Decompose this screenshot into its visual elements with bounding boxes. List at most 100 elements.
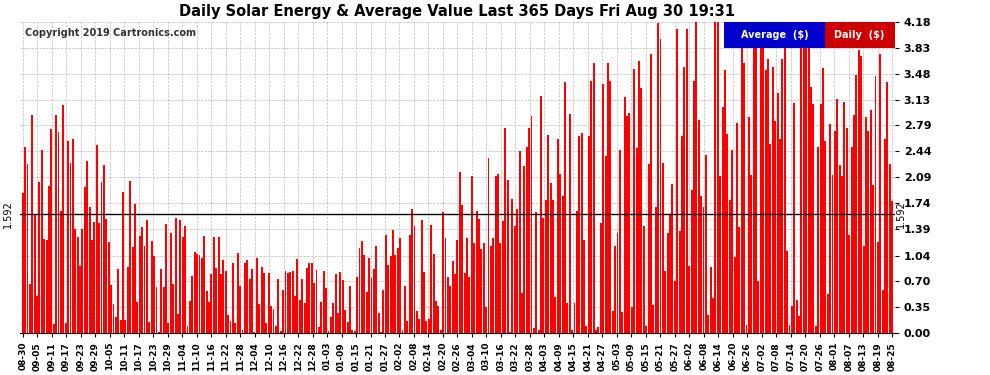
Bar (433, 254, 435, 333)
Bar (390, 256, 391, 333)
Bar (32, 115, 34, 333)
Bar (397, 248, 399, 333)
Bar (607, 63, 609, 333)
Bar (524, 166, 526, 333)
Bar (380, 332, 382, 333)
Bar (556, 139, 558, 333)
Bar (196, 254, 198, 333)
Bar (456, 240, 458, 333)
Bar (414, 226, 416, 333)
Bar (440, 330, 442, 333)
Bar (638, 61, 640, 333)
Bar (641, 88, 643, 333)
Bar (595, 330, 597, 333)
Bar (750, 175, 752, 333)
Bar (734, 256, 736, 333)
Bar (267, 273, 269, 333)
Bar (536, 212, 538, 333)
Bar (373, 269, 375, 333)
Bar (446, 277, 448, 333)
Bar (105, 219, 107, 333)
Bar (253, 332, 255, 333)
Bar (459, 172, 460, 333)
Bar (487, 158, 489, 333)
Bar (798, 316, 800, 333)
Bar (588, 136, 590, 333)
Bar (299, 300, 301, 333)
Bar (485, 308, 487, 333)
Bar (666, 232, 668, 333)
Bar (475, 211, 477, 333)
Bar (284, 271, 286, 333)
Bar (468, 277, 470, 333)
Bar (791, 306, 793, 333)
Text: Average  ($): Average ($) (741, 30, 808, 40)
Bar (353, 330, 355, 333)
Text: Daily  ($): Daily ($) (835, 30, 885, 40)
Bar (404, 286, 406, 333)
Bar (277, 279, 279, 333)
Bar (265, 322, 267, 333)
Bar (870, 110, 871, 333)
Bar (647, 164, 649, 333)
Bar (793, 103, 795, 333)
Bar (167, 323, 169, 333)
Bar (89, 207, 90, 333)
Bar (340, 272, 342, 333)
Bar (593, 63, 595, 333)
Bar (368, 258, 370, 333)
Bar (39, 183, 41, 333)
Bar (634, 69, 636, 333)
Bar (569, 114, 570, 333)
Bar (144, 246, 146, 333)
Bar (270, 306, 272, 333)
Bar (27, 164, 29, 333)
Bar (762, 22, 764, 333)
Bar (679, 231, 680, 333)
Bar (435, 301, 437, 333)
Bar (683, 67, 685, 333)
Bar (86, 161, 88, 333)
Bar (170, 233, 171, 333)
Bar (301, 279, 303, 333)
Bar (463, 273, 465, 333)
Bar (786, 251, 788, 333)
Bar (365, 292, 367, 333)
Bar (194, 252, 196, 333)
Bar (480, 249, 482, 333)
Bar (337, 313, 339, 333)
Bar (125, 320, 127, 333)
Bar (652, 304, 654, 333)
Bar (855, 75, 857, 333)
Bar (578, 136, 580, 333)
Bar (242, 330, 244, 333)
Bar (438, 306, 440, 333)
Bar (736, 123, 738, 333)
Bar (130, 182, 131, 333)
Bar (698, 120, 700, 333)
Bar (739, 226, 741, 333)
Bar (801, 24, 803, 333)
Bar (356, 278, 358, 333)
Bar (686, 29, 688, 333)
Text: Copyright 2019 Cartronics.com: Copyright 2019 Cartronics.com (25, 28, 196, 38)
Bar (705, 155, 707, 333)
Bar (177, 314, 179, 333)
Bar (848, 235, 850, 333)
Bar (110, 285, 112, 333)
Bar (108, 242, 110, 333)
Bar (385, 235, 387, 333)
Bar (877, 242, 879, 333)
Bar (695, 22, 697, 333)
Bar (561, 196, 563, 333)
Bar (538, 330, 540, 333)
Bar (411, 209, 413, 333)
Bar (843, 102, 845, 333)
Bar (272, 309, 274, 333)
Bar (382, 290, 384, 333)
Bar (521, 292, 523, 333)
Bar (504, 128, 506, 333)
Bar (776, 93, 778, 333)
Bar (516, 209, 518, 333)
Bar (703, 207, 705, 333)
